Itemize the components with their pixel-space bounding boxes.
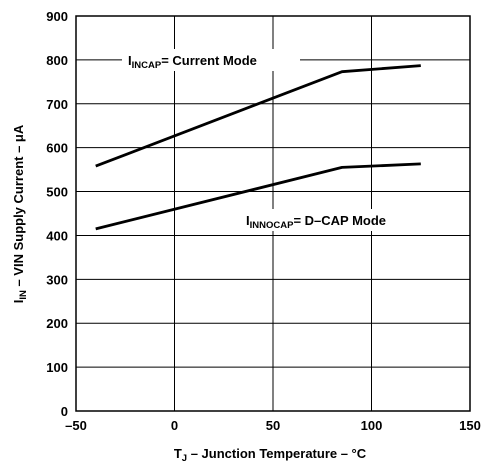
x-tick-label: 50 bbox=[266, 418, 280, 433]
annotation-dcap-mode: IINNOCAP= D–CAP Mode bbox=[246, 213, 386, 231]
annotation-current-mode: IINCAP= Current Mode bbox=[128, 53, 257, 71]
y-tick-label: 900 bbox=[46, 9, 68, 24]
y-tick-label: 600 bbox=[46, 141, 68, 156]
series-line-1 bbox=[95, 64, 421, 168]
y-tick-label: 400 bbox=[46, 228, 68, 243]
y-tick-label: 300 bbox=[46, 272, 68, 287]
annotation-bg-current-mode bbox=[122, 49, 300, 71]
x-tick-label: 150 bbox=[459, 418, 481, 433]
y-tick-label: 0 bbox=[61, 404, 68, 419]
x-axis-title: TJ – Junction Temperature – °C bbox=[174, 446, 367, 464]
y-tick-label: 200 bbox=[46, 316, 68, 331]
plot-frame bbox=[75, 15, 471, 412]
y-axis-title: IIN – VIN Supply Current – μA bbox=[11, 124, 29, 303]
x-tick-label: –50 bbox=[65, 418, 87, 433]
x-tick-label: 0 bbox=[171, 418, 178, 433]
x-tick-label: 100 bbox=[361, 418, 383, 433]
series-lines bbox=[95, 64, 421, 231]
y-tick-label: 800 bbox=[46, 53, 68, 68]
annotation-bg-dcap-mode bbox=[240, 209, 422, 231]
y-tick-label: 700 bbox=[46, 97, 68, 112]
y-tick-label: 100 bbox=[46, 360, 68, 375]
y-tick-label: 500 bbox=[46, 185, 68, 200]
series-line-2 bbox=[95, 162, 421, 231]
